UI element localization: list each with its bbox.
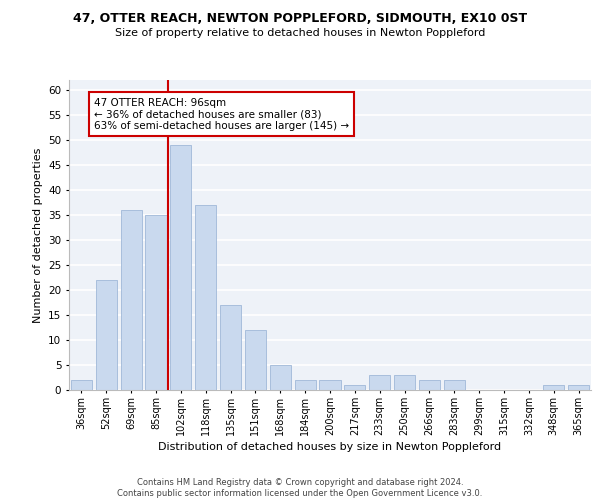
Bar: [96, 280, 117, 390]
Text: Size of property relative to detached houses in Newton Poppleford: Size of property relative to detached ho…: [115, 28, 485, 38]
Bar: [195, 205, 216, 390]
Bar: [344, 385, 365, 390]
Bar: [121, 210, 142, 390]
Text: 47, OTTER REACH, NEWTON POPPLEFORD, SIDMOUTH, EX10 0ST: 47, OTTER REACH, NEWTON POPPLEFORD, SIDM…: [73, 12, 527, 26]
Bar: [295, 380, 316, 390]
Bar: [319, 380, 341, 390]
Bar: [170, 145, 191, 390]
Y-axis label: Number of detached properties: Number of detached properties: [32, 148, 43, 322]
Bar: [444, 380, 465, 390]
Bar: [220, 305, 241, 390]
Text: Contains HM Land Registry data © Crown copyright and database right 2024.
Contai: Contains HM Land Registry data © Crown c…: [118, 478, 482, 498]
Bar: [245, 330, 266, 390]
Bar: [543, 385, 564, 390]
X-axis label: Distribution of detached houses by size in Newton Poppleford: Distribution of detached houses by size …: [158, 442, 502, 452]
Bar: [568, 385, 589, 390]
Bar: [369, 375, 390, 390]
Bar: [394, 375, 415, 390]
Bar: [270, 365, 291, 390]
Bar: [71, 380, 92, 390]
Bar: [145, 215, 167, 390]
Text: 47 OTTER REACH: 96sqm
← 36% of detached houses are smaller (83)
63% of semi-deta: 47 OTTER REACH: 96sqm ← 36% of detached …: [94, 98, 349, 130]
Bar: [419, 380, 440, 390]
